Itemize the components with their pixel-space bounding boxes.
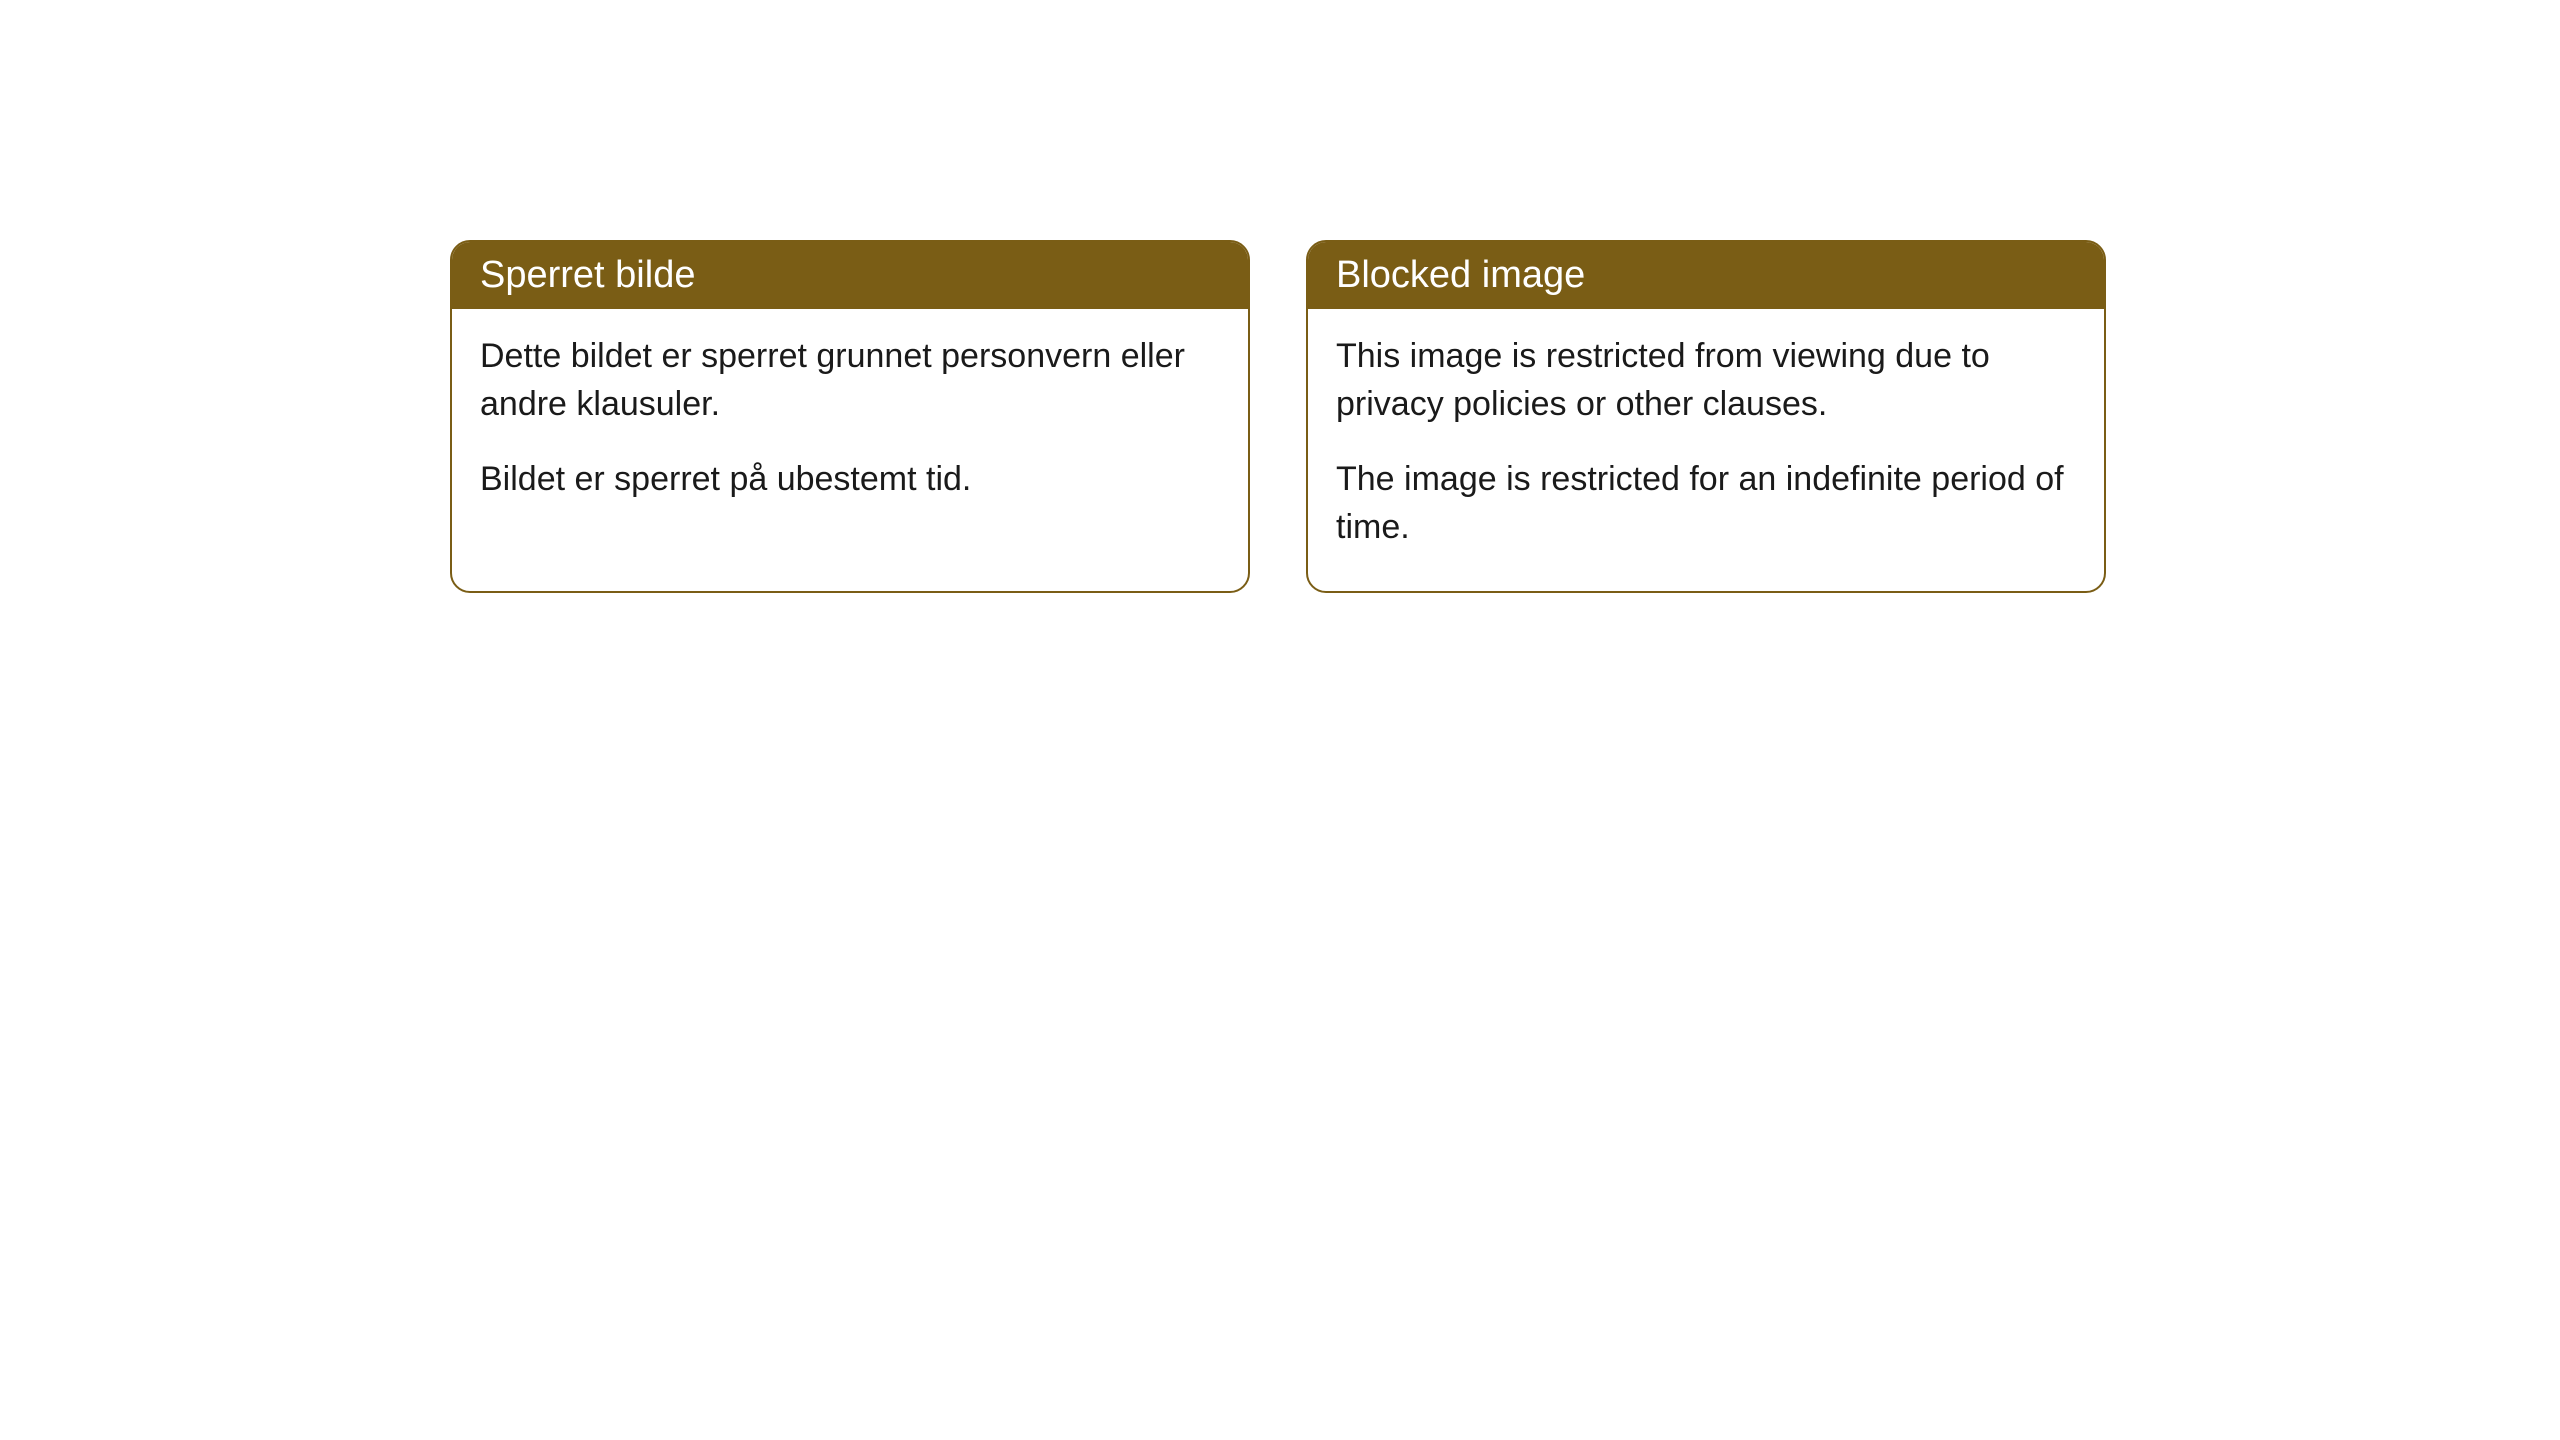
card-paragraph-2-english: The image is restricted for an indefinit… <box>1336 456 2076 551</box>
card-title-english: Blocked image <box>1336 254 1585 296</box>
blocked-image-card-norwegian: Sperret bilde Dette bildet er sperret gr… <box>450 240 1250 593</box>
card-title-norwegian: Sperret bilde <box>480 254 695 296</box>
card-paragraph-1-norwegian: Dette bildet er sperret grunnet personve… <box>480 333 1220 428</box>
card-header-norwegian: Sperret bilde <box>452 242 1248 309</box>
card-body-english: This image is restricted from viewing du… <box>1308 309 2104 591</box>
blocked-image-card-english: Blocked image This image is restricted f… <box>1306 240 2106 593</box>
card-body-norwegian: Dette bildet er sperret grunnet personve… <box>452 309 1248 544</box>
card-paragraph-2-norwegian: Bildet er sperret på ubestemt tid. <box>480 456 1220 504</box>
cards-container: Sperret bilde Dette bildet er sperret gr… <box>450 240 2106 593</box>
card-header-english: Blocked image <box>1308 242 2104 309</box>
card-paragraph-1-english: This image is restricted from viewing du… <box>1336 333 2076 428</box>
